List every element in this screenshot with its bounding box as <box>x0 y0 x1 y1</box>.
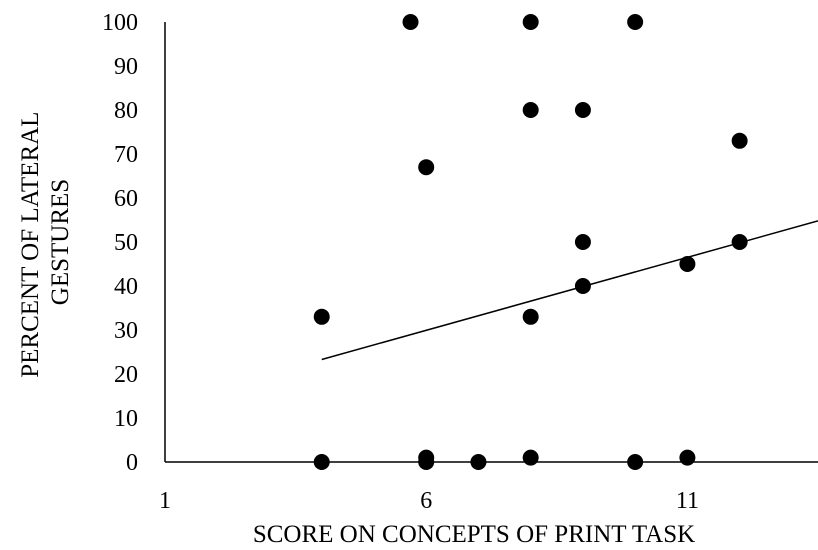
data-point <box>679 449 696 466</box>
data-point <box>522 102 539 118</box>
data-points <box>313 14 748 470</box>
data-point <box>402 14 419 30</box>
y-tick-label: 10 <box>114 406 138 432</box>
data-point <box>418 159 435 176</box>
y-tick-label: 100 <box>102 10 138 36</box>
y-tick-label: 30 <box>114 318 138 344</box>
data-point <box>731 132 748 149</box>
data-point <box>313 308 330 325</box>
data-point <box>418 454 435 470</box>
y-tick-label: 80 <box>114 98 138 124</box>
data-point <box>313 454 330 470</box>
y-tick-labels: 0 10 20 30 40 50 60 70 80 90 100 <box>102 10 138 476</box>
y-tick-label: 20 <box>114 362 138 388</box>
y-tick-label: 0 <box>126 450 138 476</box>
y-axis-title: PERCENT OF LATERAL GESTURES <box>17 106 74 378</box>
data-point <box>522 14 539 30</box>
data-point <box>470 454 487 470</box>
data-point <box>574 234 591 250</box>
data-point <box>522 449 539 466</box>
y-tick-label: 50 <box>114 230 138 256</box>
y-tick-label: 90 <box>114 54 138 80</box>
data-point <box>627 454 644 470</box>
y-tick-label: 70 <box>114 142 138 168</box>
x-tick-label: 1 <box>159 488 171 514</box>
data-point <box>627 14 644 30</box>
y-tick-label: 40 <box>114 274 138 300</box>
data-point <box>731 234 748 250</box>
x-axis-title: SCORE ON CONCEPTS OF PRINT TASK <box>253 521 695 548</box>
y-axis-title-line-1: PERCENT OF LATERAL <box>17 112 44 377</box>
x-tick-label: 6 <box>420 488 432 514</box>
y-tick-label: 60 <box>114 186 138 212</box>
data-point <box>679 256 696 272</box>
x-tick-labels: 1 6 11 <box>159 488 699 514</box>
data-point <box>574 278 591 294</box>
data-point <box>522 308 539 325</box>
x-tick-label: 11 <box>676 488 699 514</box>
y-axis-title-line-2: GESTURES <box>47 179 74 305</box>
data-point <box>574 102 591 118</box>
